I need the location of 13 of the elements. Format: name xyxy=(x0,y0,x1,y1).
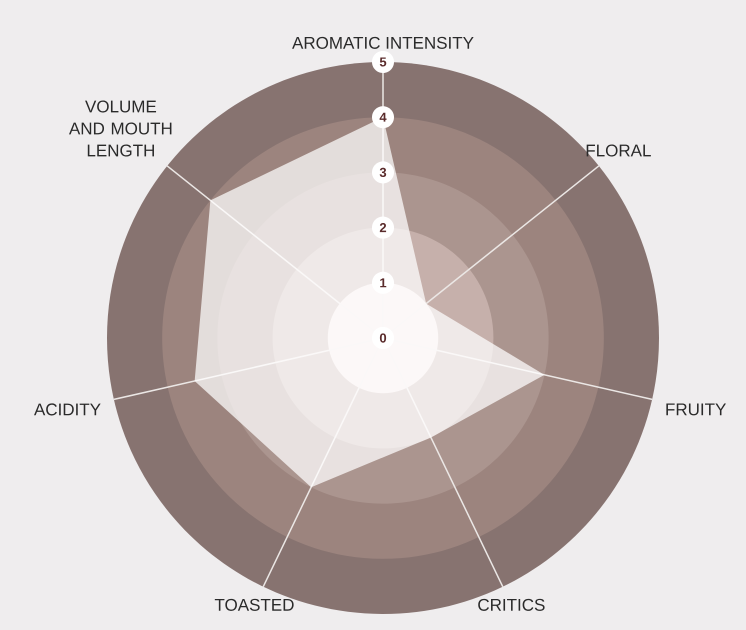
spoke-label: ACIDITY xyxy=(34,403,101,416)
y-tick-label: 0 xyxy=(380,333,386,343)
spoke-label: FLORAL xyxy=(586,144,651,157)
spoke-label: AROMATIC INTENSITY xyxy=(292,36,474,49)
y-tick-label: 4 xyxy=(380,112,387,122)
spoke-label: CRITICS xyxy=(478,598,545,611)
spoke-label: VOLUME AND MOUTH LENGTH xyxy=(68,100,172,157)
y-tick-label: 5 xyxy=(380,57,386,67)
spoke-label: FRUITY xyxy=(666,404,726,416)
y-tick-label: 1 xyxy=(380,278,386,288)
spoke-label: TOASTED xyxy=(214,598,294,611)
y-tick-label: 3 xyxy=(380,168,386,177)
y-tick-label: 2 xyxy=(380,223,386,232)
